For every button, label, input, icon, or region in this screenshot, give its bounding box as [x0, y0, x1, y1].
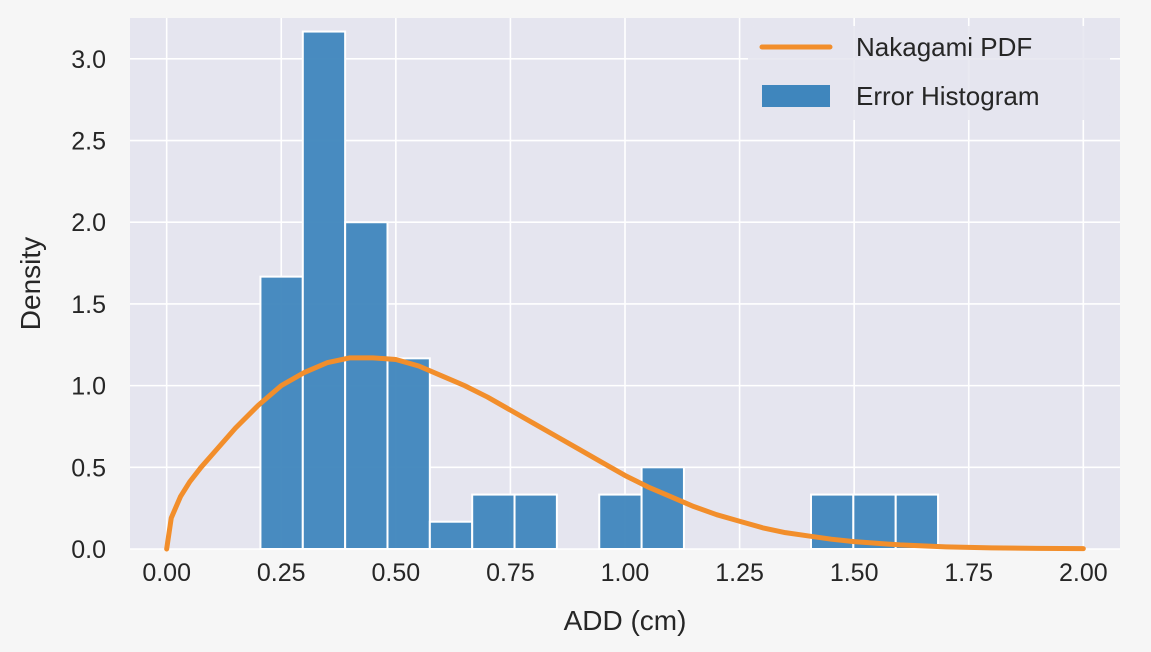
x-axis-ticks: 0.00 0.25 0.50 0.75 1.00 1.25 1.50 1.75 2.00 — [142, 559, 1107, 587]
y-axis-label: Density — [15, 237, 46, 330]
histogram-bar — [259, 275, 304, 550]
legend-bar-swatch — [762, 85, 830, 107]
x-tick-label: 1.50 — [830, 559, 879, 587]
histogram-bar — [894, 493, 940, 551]
x-tick-label: 0.25 — [257, 559, 306, 587]
legend: Nakagami PDF Error Histogram — [748, 26, 1110, 120]
y-tick-label: 1.5 — [71, 291, 106, 319]
y-tick-label: 3.0 — [71, 46, 106, 74]
legend-label-nakagami-pdf: Nakagami PDF — [856, 32, 1032, 62]
histogram-bar — [513, 493, 558, 551]
legend-label-error-histogram: Error Histogram — [856, 81, 1039, 111]
histogram-bar — [471, 493, 516, 551]
histogram-bar — [598, 493, 643, 551]
nakagami-pdf-line — [164, 355, 1086, 552]
x-tick-label: 0.50 — [371, 559, 420, 587]
x-axis-label: ADD (cm) — [564, 605, 687, 636]
legend-box — [748, 26, 1110, 120]
y-tick-label: 0.5 — [71, 454, 106, 482]
y-tick-label: 2.0 — [71, 209, 106, 237]
histogram-bar — [344, 221, 389, 550]
x-tick-label: 1.25 — [715, 559, 764, 587]
histogram-bar — [428, 520, 474, 551]
y-tick-label: 2.5 — [71, 128, 106, 156]
x-tick-label: 0.75 — [486, 559, 535, 587]
x-tick-label: 2.00 — [1059, 559, 1108, 587]
y-axis-ticks: 0.0 0.5 1.0 1.5 2.0 2.5 3.0 — [71, 46, 106, 564]
x-tick-label: 0.00 — [142, 559, 191, 587]
x-tick-label: 1.00 — [601, 559, 650, 587]
x-tick-label: 1.75 — [944, 559, 993, 587]
histogram-bar — [386, 357, 431, 550]
y-tick-label: 0.0 — [71, 536, 106, 564]
histogram-bars — [259, 30, 940, 551]
y-tick-label: 1.0 — [71, 373, 106, 401]
histogram-bar — [640, 466, 685, 550]
histogram-bar — [301, 30, 347, 551]
